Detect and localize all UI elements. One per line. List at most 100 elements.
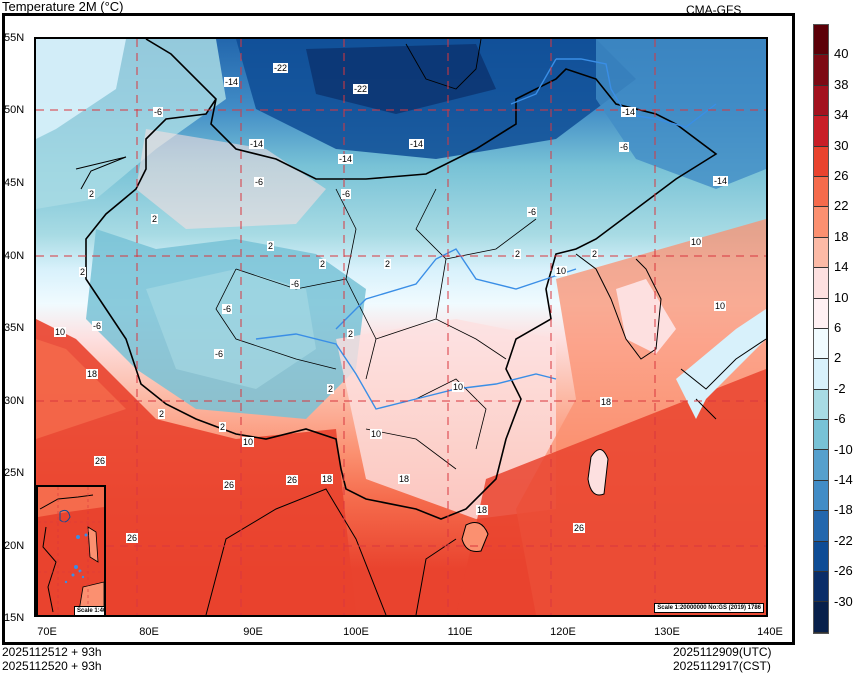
- contour-label: 26: [573, 523, 586, 533]
- colorbar-segment: [814, 85, 828, 117]
- contour-label: 26: [94, 456, 107, 466]
- contour-label: 2: [384, 259, 392, 269]
- colorbar-tick-label: -2: [834, 380, 846, 396]
- init-time-utc: 2025112512 + 93h: [2, 645, 102, 659]
- colorbar-segment: [814, 237, 828, 269]
- contour-label: -22: [353, 84, 369, 94]
- contour-label: 18: [600, 397, 613, 407]
- map-scale-label: Scale 1:20000000 No:GS (2019) 1786: [654, 603, 764, 613]
- contour-label: 10: [54, 327, 67, 337]
- contour-label: 18: [398, 474, 411, 484]
- contour-label: 2: [591, 249, 599, 259]
- contour-label: -6: [214, 349, 225, 359]
- contour-label: 2: [319, 259, 327, 269]
- contour-label: 26: [126, 533, 139, 543]
- contour-label: -6: [527, 207, 538, 217]
- colorbar-tick-label: 34: [834, 107, 849, 123]
- contour-label: 2: [79, 267, 87, 277]
- longitude-tick-label: 90E: [243, 626, 263, 638]
- contour-label: 26: [286, 475, 299, 485]
- colorbar-tick-label: -22: [834, 532, 853, 548]
- contour-label: 2: [158, 409, 166, 419]
- contour-label: -22: [273, 63, 289, 73]
- colorbar-segment: [814, 25, 828, 56]
- contour-label: -6: [619, 142, 630, 152]
- colorbar-segment: [814, 602, 828, 633]
- longitude-tick-label: 140E: [757, 626, 783, 638]
- longitude-tick-label: 130E: [654, 626, 680, 638]
- longitude-tick-label: 70E: [37, 626, 57, 638]
- latitude-tick-label: 15N: [4, 612, 25, 624]
- colorbar-segment: [814, 359, 828, 390]
- contour-label: 2: [219, 422, 227, 432]
- contour-label: 2: [347, 329, 355, 339]
- contour-label: -6: [92, 321, 103, 331]
- colorbar-tick-label: 10: [834, 289, 849, 305]
- contour-label: 2: [88, 189, 96, 199]
- temperature-map: -14 -22 -22 -6 -14 -14 -14 -6 -6 -14 -6 -6 -14 2 2 2 2 2 -…: [34, 37, 768, 617]
- colorbar-segment: [814, 511, 828, 542]
- colorbar-segment: [814, 298, 828, 329]
- valid-time-utc: 2025112909(UTC): [673, 645, 772, 659]
- longitude-tick-label: 80E: [139, 626, 159, 638]
- longitude-tick-label: 100E: [343, 626, 369, 638]
- colorbar-segment: [814, 572, 828, 603]
- chart-title: Temperature 2M (°C): [2, 0, 124, 14]
- contour-label: 10: [714, 301, 727, 311]
- latitude-tick-label: 45N: [4, 177, 25, 189]
- contour-label: -14: [409, 139, 425, 149]
- colorbar-segment: [814, 176, 828, 208]
- contour-label: 18: [86, 369, 99, 379]
- inset-map: [38, 487, 104, 615]
- longitude-tick-label: 120E: [550, 626, 576, 638]
- colorbar: [813, 24, 829, 634]
- contour-label: 18: [476, 505, 489, 515]
- colorbar-segment: [814, 420, 828, 451]
- colorbar-segment: [814, 541, 828, 573]
- contour-label: -14: [224, 77, 240, 87]
- contour-label: -6: [290, 279, 301, 289]
- latitude-tick-label: 55N: [4, 32, 25, 44]
- contour-label: 10: [452, 382, 465, 392]
- colorbar-tick-label: 30: [834, 137, 849, 153]
- contour-label: 2: [151, 214, 159, 224]
- contour-label: 2: [267, 241, 275, 251]
- contour-label: 2: [327, 384, 335, 394]
- colorbar-tick-label: 38: [834, 76, 849, 92]
- colorbar-segment: [814, 116, 828, 147]
- temperature-field: [36, 39, 766, 615]
- valid-time-cst: 2025112917(CST): [673, 659, 771, 673]
- contour-label: -6: [254, 177, 265, 187]
- contour-label: 18: [321, 474, 334, 484]
- colorbar-segment: [814, 268, 828, 299]
- south-china-sea-inset: Scale 1:40000000: [36, 485, 106, 615]
- colorbar-segment: [814, 207, 828, 238]
- colorbar-segment: [814, 389, 828, 421]
- contour-label: 10: [370, 429, 383, 439]
- contour-label: -14: [713, 176, 729, 186]
- colorbar-segment: [814, 480, 828, 512]
- colorbar-tick-label: 22: [834, 198, 849, 214]
- contour-label: 2: [514, 249, 522, 259]
- latitude-tick-label: 20N: [4, 540, 25, 552]
- colorbar-segment: [814, 55, 828, 86]
- colorbar-tick-label: 6: [834, 320, 842, 335]
- contour-label: -14: [338, 154, 354, 164]
- colorbar-segment: [814, 146, 828, 177]
- contour-label: -6: [153, 107, 164, 117]
- colorbar-tick-label: -18: [834, 502, 853, 518]
- colorbar-tick-label: 18: [834, 228, 849, 244]
- contour-label: -6: [341, 189, 352, 199]
- colorbar-tick-label: 40: [834, 46, 849, 62]
- latitude-tick-label: 35N: [4, 322, 25, 334]
- inset-scale-label: Scale 1:40000000: [74, 606, 104, 615]
- colorbar-tick-label: -14: [834, 472, 853, 487]
- colorbar-tick-label: -10: [834, 441, 853, 457]
- colorbar-tick-label: -26: [834, 563, 853, 579]
- init-time-cst: 2025112520 + 93h: [2, 659, 102, 673]
- contour-label: 26: [223, 480, 236, 490]
- colorbar-segment: [814, 328, 828, 360]
- contour-label: 10: [555, 266, 568, 276]
- longitude-tick-label: 110E: [447, 626, 473, 638]
- latitude-tick-label: 25N: [4, 467, 25, 479]
